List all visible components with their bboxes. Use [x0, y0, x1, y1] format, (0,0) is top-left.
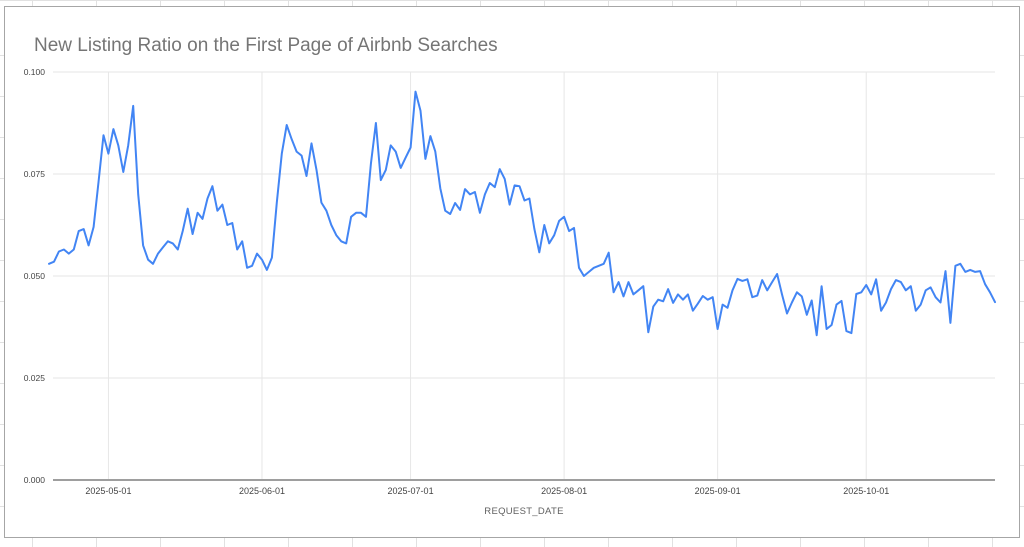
y-tick-label: 0.100: [24, 67, 46, 77]
x-axis-title: REQUEST_DATE: [484, 506, 564, 517]
x-tick-label: 2025-09-01: [695, 486, 741, 496]
line-chart[interactable]: 0.000 0.025 0.050 0.075 0.100 2025-05-01 2025-…: [5, 7, 1021, 539]
x-tick-label: 2025-06-01: [239, 486, 285, 496]
y-tick-label: 0.050: [24, 271, 46, 281]
x-tick-label: 2025-10-01: [843, 486, 889, 496]
y-tick-label: 0.075: [24, 169, 46, 179]
x-tick-label: 2025-07-01: [388, 486, 434, 496]
chart-title: New Listing Ratio on the First Page of A…: [34, 35, 498, 56]
x-tick-label: 2025-08-01: [541, 486, 587, 496]
x-tick-label: 2025-05-01: [85, 486, 131, 496]
y-tick-label: 0.025: [24, 373, 46, 383]
chart-card[interactable]: New Listing Ratio on the First Page of A…: [4, 6, 1020, 538]
series-line: [48, 90, 996, 337]
y-tick-label: 0.000: [24, 475, 46, 485]
